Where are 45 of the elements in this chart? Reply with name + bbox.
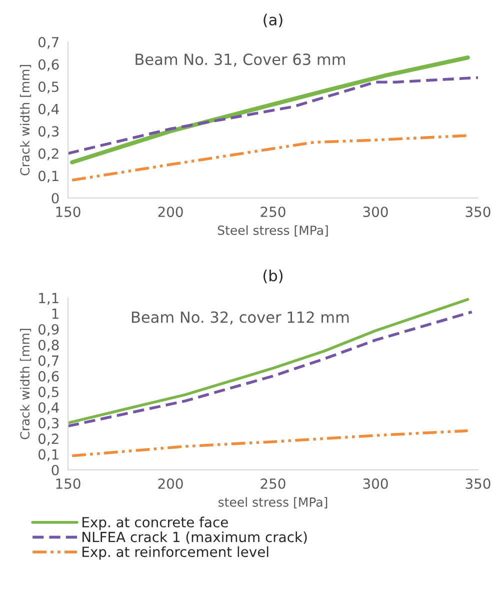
x-tick-label: 300 (363, 478, 388, 489)
x-tick-label: 200 (158, 478, 183, 489)
legend-label: NLFEA crack 1 (maximum crack) (82, 532, 307, 544)
y-tick-label: 0,6 (38, 371, 59, 383)
chart-title: (a) (264, 14, 282, 28)
x-tick-label: 200 (158, 206, 183, 218)
line-series (70, 134, 470, 182)
annotation: Beam No. 31, Cover 63 mm (136, 54, 345, 67)
x-axis-title: steel stress [MPa] (218, 497, 328, 508)
line-series (70, 429, 470, 458)
y-tick-label: 0,3 (38, 126, 59, 138)
y-tick-label: 0,1 (38, 449, 58, 462)
y-tick-label: 0,4 (38, 104, 59, 116)
annotation: Beam No. 32, cover 112 mm (132, 311, 349, 324)
x-tick-label: 300 (363, 206, 388, 218)
y-tick-label: 0,7 (38, 355, 58, 368)
y-axis-title: Crack width [mm] (20, 328, 32, 440)
y-tick-label: 0,2 (38, 148, 58, 160)
x-tick-label: 150 (56, 478, 80, 489)
y-tick-label: 1,1 (39, 293, 58, 305)
y-tick-label: 0,4 (38, 402, 59, 414)
line-series (70, 55, 470, 164)
x-tick-label: 250 (260, 478, 286, 489)
y-tick-label: 0 (52, 464, 59, 476)
y-tick-label: 0,9 (38, 324, 59, 336)
y-tick-label: 0,8 (38, 340, 59, 352)
x-axis-title: Steel stress [MPa] (218, 225, 328, 236)
y-tick-label: 0 (52, 192, 59, 204)
y-tick-label: 0,3 (38, 418, 59, 430)
y-axis-title: Crack width [mm] (20, 64, 32, 176)
y-tick-label: 0,5 (38, 82, 58, 94)
line-series (68, 76, 478, 155)
x-tick-label: 350 (466, 206, 490, 218)
legend-label: Exp. at reinforcement level (82, 546, 268, 560)
y-tick-label: 0,7 (38, 36, 58, 49)
y-tick-label: 1 (52, 308, 58, 319)
y-tick-label: 0,1 (38, 170, 58, 183)
x-tick-label: 150 (56, 206, 80, 218)
y-tick-label: 0,5 (38, 386, 58, 399)
legend-label: Exp. at concrete face (82, 516, 228, 530)
chart-title: (b) (264, 270, 282, 284)
y-tick-label: 0,2 (38, 434, 58, 446)
x-tick-label: 250 (260, 206, 286, 218)
y-tick-label: 0,6 (38, 59, 59, 72)
x-tick-label: 350 (466, 478, 490, 489)
